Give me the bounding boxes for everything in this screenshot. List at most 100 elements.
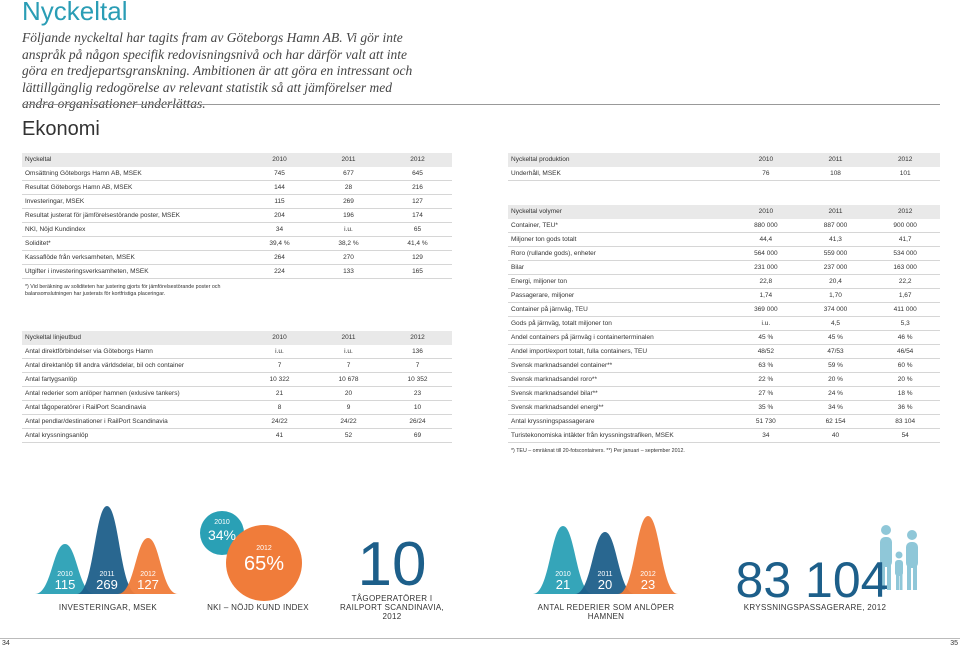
page-number: 35 <box>950 640 958 647</box>
value: 21 <box>556 577 570 592</box>
value: 20 <box>598 577 612 592</box>
cell: Andel import/export totalt, fulla contai… <box>511 348 648 355</box>
big-number: 10 <box>358 530 427 599</box>
cell: NKI, Nöjd Kundindex <box>25 226 86 233</box>
cell: 35 % <box>758 404 774 411</box>
cell: 7 <box>346 362 351 369</box>
cell: 44,4 <box>759 236 773 243</box>
circle <box>226 525 302 601</box>
table-row: Underhåll, MSEK 76 108 101 <box>508 167 940 181</box>
cell: 46/54 <box>897 348 914 355</box>
cell: 127 <box>412 198 423 205</box>
value: 269 <box>96 577 118 592</box>
table-row: Antal fartygsanlöp 10 322 10 678 10 352 <box>22 373 452 387</box>
family-icon <box>880 525 918 590</box>
header-cell: 2011 <box>341 334 356 341</box>
cell: 83 104 <box>895 418 916 425</box>
cell: 51 730 <box>755 418 776 425</box>
cell: Svensk marknadsandel roro** <box>511 376 597 383</box>
cell: 8 <box>277 404 282 411</box>
cell: Utgifter i investeringsverksamheten, MSE… <box>25 268 149 275</box>
header-cell: Nyckeltal produktion <box>511 156 570 163</box>
divider <box>22 104 940 105</box>
table-row: Kassaflöde från verksamheten, MSEK 264 270… <box>22 251 452 265</box>
cell: 136 <box>412 348 423 355</box>
cell: 231 000 <box>754 264 778 271</box>
table-header: Nyckeltal volymer 2010 2011 2012 <box>508 205 940 219</box>
cell: 22,2 <box>898 278 912 285</box>
cell: Bilar <box>511 264 525 271</box>
table-row: Antal kryssningsanlöp 41 52 69 <box>22 429 452 443</box>
cell: 204 <box>274 212 285 219</box>
cell: 269 <box>343 198 354 205</box>
value: 23 <box>641 577 655 592</box>
cell: 174 <box>412 212 423 219</box>
table-row: Passagerare, miljoner 1,74 1,70 1,67 <box>508 289 940 303</box>
cell: 60 % <box>897 362 913 369</box>
table-row: Svensk marknadsandel bilar** 27 % 24 % 18 % <box>508 387 940 401</box>
header-cell: 2011 <box>341 156 356 163</box>
year: 2012 <box>140 571 156 578</box>
cell: Antal rederier som anlöper hamnen (exlus… <box>25 390 180 397</box>
table-row: Miljoner ton gods totalt 44,4 41,3 41,7 <box>508 233 940 247</box>
cell: 237 000 <box>823 264 848 271</box>
cell: 7 <box>415 362 420 369</box>
cell: 20,4 <box>829 278 842 285</box>
cell: 46 % <box>897 334 913 341</box>
cell: Omsättning Göteborgs Hamn AB, MSEK <box>25 170 142 177</box>
cell: 22,8 <box>759 278 773 285</box>
table: Nyckeltal volymer 2010 2011 2012 Container, … <box>508 205 940 455</box>
highlight-label: NKI – NÖJD KUND INDEX <box>207 603 309 612</box>
table-row: Antal direktförbindelser via Göteborgs H… <box>22 345 452 359</box>
bell-shape <box>575 532 635 594</box>
cell: 24/22 <box>271 418 288 425</box>
cell: 24/22 <box>340 418 357 425</box>
bell-shape <box>618 516 678 594</box>
header-cell: 2010 <box>272 334 287 341</box>
footer-line <box>0 638 960 639</box>
value: 127 <box>137 577 159 592</box>
table-row: Container på järnväg, TEU 369 000 374 000 4… <box>508 303 940 317</box>
header-cell: 2010 <box>272 156 287 163</box>
header-cell: Nyckeltal volymer <box>511 208 562 215</box>
cell: 27 % <box>758 390 774 397</box>
cell: 34 <box>762 432 770 439</box>
table-row: Antal pendlar/destinationer i RailPort S… <box>22 415 452 429</box>
cell: Turistekonomiska intäkter från kryssning… <box>511 432 674 439</box>
value: 115 <box>55 577 76 592</box>
header-cell: 2011 <box>828 208 843 215</box>
year: 2010 <box>214 519 230 526</box>
table-row: Antal direktanlöp till andra världsdelar… <box>22 359 452 373</box>
header-cell: 2012 <box>410 156 425 163</box>
year: 2012 <box>640 571 656 578</box>
cell: Antal direktanlöp till andra världsdelar… <box>25 362 184 369</box>
cell: Andel containers på järnväg i containert… <box>511 334 654 341</box>
table-header: Nyckeltal produktion 2010 2011 2012 <box>508 153 940 167</box>
header-cell: 2012 <box>410 334 425 341</box>
bell-shape <box>35 544 95 594</box>
value: 65% <box>244 553 284 575</box>
cell: Investeringar, MSEK <box>25 198 85 205</box>
cell: 41,7 <box>898 236 912 243</box>
table-row: Roro (rullande gods), enheter 564 000 559 … <box>508 247 940 261</box>
cell: i.u. <box>761 320 771 327</box>
cell: Svensk marknadsandel bilar** <box>511 390 598 397</box>
table-row: Svensk marknadsandel container** 63 % 59 %… <box>508 359 940 373</box>
cell: Gods på järnväg, totalt miljoner ton <box>511 320 612 327</box>
header-cell: Nyckeltal <box>25 156 52 163</box>
footnote: *) Vid beräkning av soliditeten har just… <box>25 284 221 297</box>
cell: 369 000 <box>754 306 778 313</box>
cell: Roro (rullande gods), enheter <box>511 250 596 257</box>
table-row: Antal tågoperatörer i RailPort Scandinav… <box>22 401 452 415</box>
cell: Antal tågoperatörer i RailPort Scandinav… <box>25 404 147 411</box>
highlight-label: TÅGOPERATÖRER I RAILPORT SCANDINAVIA, 20… <box>339 594 445 621</box>
cell: 45 % <box>828 334 843 341</box>
cell: Svensk marknadsandel container** <box>511 362 613 369</box>
cell: Container på järnväg, TEU <box>511 306 588 313</box>
cell: 36 % <box>897 404 913 411</box>
cell: 34 <box>275 226 284 233</box>
cell: 20 <box>344 390 353 397</box>
cell: 48/52 <box>757 348 774 355</box>
cell: 63 % <box>758 362 774 369</box>
